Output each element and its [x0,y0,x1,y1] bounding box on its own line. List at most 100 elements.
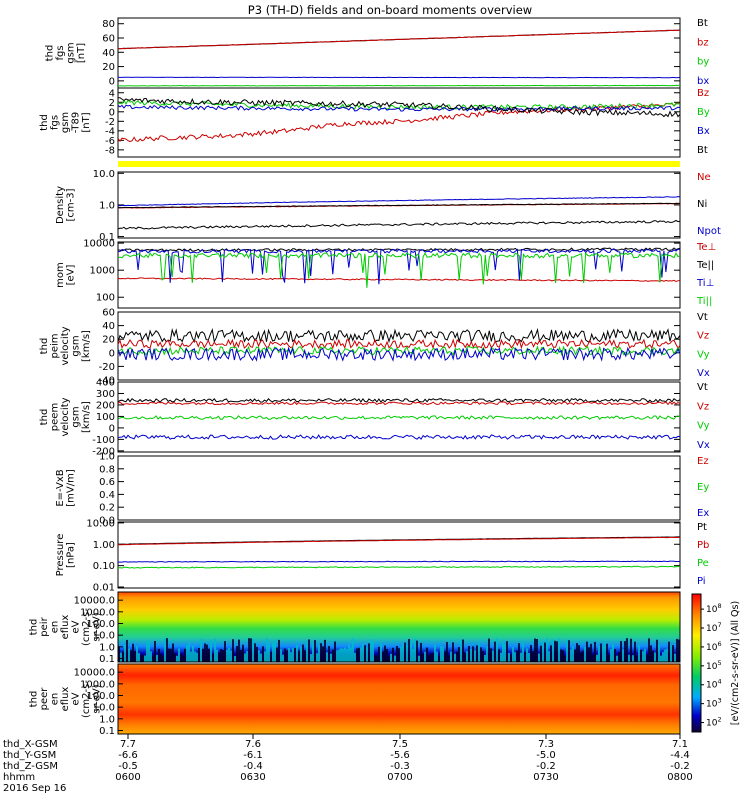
spectrogram-column [180,653,182,662]
y-axis-label: en [50,693,61,706]
panel-frame [117,87,681,158]
spectrogram-column [554,640,556,662]
panel-fgs-t89: 420-2-4-6-8 Bz By Bx Bt thd fgs gsm -T89 [nT] [39,87,710,167]
spectrogram-column [622,649,624,662]
legend-bz: bz [697,37,709,48]
legend-ey: Ey [697,482,709,493]
y-axis-label: [cm-3] [65,188,76,221]
y-axis-label: fgs [50,115,61,130]
panel-temperature: 10000 1000 100 Te⊥ Te|| Ti⊥ Ti|| mom [eV] [55,239,716,309]
spectrogram-column [414,638,416,662]
figure-title: P3 (TH-D) fields and on-board moments ov… [248,3,532,17]
series-line-by [117,84,681,87]
spectrogram-column [144,655,146,662]
y-tick-label: 400 [96,378,115,389]
legend-te: Te⊥ [696,242,716,253]
y-tick-label: 1.00 [93,540,115,551]
series-line-bx [117,104,681,112]
spectrogram-column [642,651,644,662]
spectrogram-column [234,655,236,662]
spectrogram-column [122,651,124,662]
spectrogram-column [502,642,504,662]
spectrogram-column [352,638,354,662]
legend-pi: Pi [697,576,706,587]
legend-by: by [697,57,709,68]
y-tick-label: 0 [109,107,115,118]
spectrogram-column [162,655,164,662]
spectrogram-column [606,643,608,662]
spectrogram-column [300,646,302,662]
spectrogram-column [462,639,464,662]
x-axis-row-label: hhmm [3,772,35,783]
spectrogram-column [568,640,570,662]
spectrogram-column [412,648,414,662]
spectrogram-column [238,639,240,662]
series-line-ni [117,202,681,209]
spectrogram-column [470,648,472,662]
spectrogram-column [382,651,384,662]
spectrogram-column [474,650,476,662]
spectrogram-column [550,645,552,662]
spectrogram-column [540,645,542,662]
y-tick-label: -200 [92,446,115,457]
spectrogram-column [250,638,252,662]
spectrogram-column [356,648,358,662]
spectrogram-column [628,654,630,662]
x-axis-value: 0800 [667,772,692,783]
spectrogram-column [608,654,610,662]
spectrogram-column [646,654,648,662]
x-axis-value: -5.0 [536,750,556,761]
spectrogram-column [366,647,368,662]
y-tick-label: 10000.0 [74,596,115,607]
colorbar: [eV/(cm2-s-sr-eV)] (All Qs) 108 107 106 105 1… [691,593,741,733]
spectrogram-column [164,638,166,662]
panel-efield: 1.00.8 0.6 0.4 0.2 0.0 Ez Ey Ex E=-VxB [mV/m] [55,452,710,527]
y-tick-label: 60 [102,34,115,45]
spectrogram-column [340,648,342,662]
spectrogram-column [588,647,590,662]
y-tick-label: 0.0 [99,516,115,527]
y-tick-label: 0.8 [99,464,115,475]
series-line-bt [118,97,681,118]
spectrogram-column [196,652,198,662]
y-tick-label: 200 [96,400,115,411]
legend-pt: Pt [697,522,707,533]
y-axis-label: eflux [60,615,71,640]
y-axis-label: peir [39,616,50,636]
spectrogram-column [484,654,486,662]
colorbar-tick-label: 102 [706,716,722,729]
spectrogram-column [264,651,266,662]
legend-vt: Vt [697,382,708,393]
spectrogram-column [244,653,246,662]
y-tick-label: 0 [109,348,115,359]
legend-vx: Vx [697,440,710,451]
spectrogram-column [226,649,228,662]
spectrogram-column [324,639,326,662]
spectrogram-column [530,645,532,662]
spectrogram-column [614,648,616,662]
spectrogram-column [282,654,284,662]
spectrogram-column [290,652,292,662]
spectrogram-column [500,652,502,662]
panel-frame [117,521,681,589]
y-axis-label: gsm [60,112,71,133]
spectrogram-column [384,645,386,662]
spectrogram-column [358,647,360,662]
legend-bx: Bx [697,126,710,137]
y-tick-label: -6 [105,136,115,147]
spectrogram-column [612,643,614,662]
spectrogram-column [350,647,352,662]
y-tick-label: -40 [99,376,115,387]
y-axis-label: en [50,621,61,634]
spectrogram-column [334,641,336,662]
spectrogram-column [284,648,286,662]
spectrogram-column [558,638,560,662]
spectrogram-column [492,650,494,662]
y-tick-label: 20 [102,335,115,346]
panel-frame [117,241,681,309]
spectrogram-column [466,651,468,662]
spectrogram-column [566,639,568,662]
spectrogram-column [456,651,458,662]
spectrogram-column [572,646,574,662]
